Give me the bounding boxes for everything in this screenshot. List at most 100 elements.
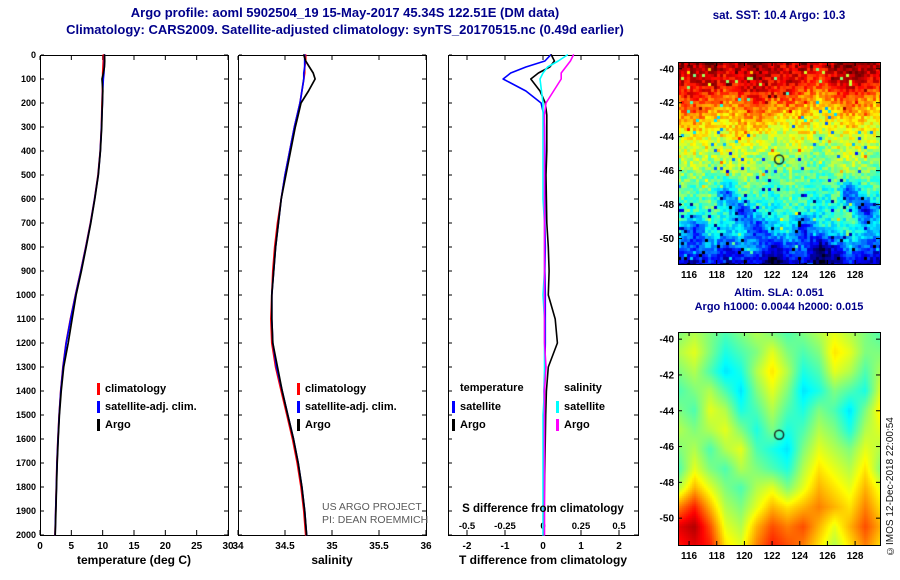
svg-text:1: 1	[578, 541, 584, 552]
satellite-clim-swatch	[97, 400, 100, 413]
svg-text:35: 35	[326, 541, 338, 552]
svg-text:128: 128	[847, 270, 864, 281]
svg-text:1400: 1400	[16, 386, 36, 396]
svg-text:-40: -40	[660, 335, 675, 346]
svg-text:0: 0	[540, 521, 545, 532]
climatology-swatch	[297, 382, 300, 395]
svg-text:1700: 1700	[16, 458, 36, 468]
svg-text:200: 200	[21, 98, 36, 108]
legend-label-argo: Argo	[305, 418, 331, 431]
legend-label-t-satellite: satellite	[460, 400, 501, 413]
legend-item-climatology: climatology	[97, 382, 197, 395]
svg-text:126: 126	[819, 270, 836, 281]
legend-label-t-argo: Argo	[460, 418, 486, 431]
copyright-watermark: ©IMOS 12-Dec-2018 22:00:54	[885, 417, 896, 556]
s-satellite-swatch	[556, 400, 559, 413]
svg-text:1100: 1100	[16, 314, 36, 324]
svg-text:35.5: 35.5	[369, 541, 389, 552]
svg-text:5: 5	[69, 541, 75, 552]
legend-item-argo: Argo	[297, 418, 397, 431]
legend-item-argo: Argo	[97, 418, 197, 431]
svg-text:900: 900	[21, 266, 36, 276]
svg-text:-1: -1	[501, 541, 510, 552]
s-difference-axis-label: S difference from climatology	[462, 503, 624, 515]
svg-text:500: 500	[21, 170, 36, 180]
svg-text:122: 122	[764, 270, 781, 281]
svg-text:1900: 1900	[16, 506, 36, 516]
svg-text:20: 20	[160, 541, 172, 552]
svg-text:300: 300	[21, 122, 36, 132]
svg-text:-44: -44	[660, 406, 675, 417]
argo-swatch	[297, 418, 300, 431]
legend-label-satellite-clim: satellite-adj. clim.	[105, 400, 197, 413]
legend-label-climatology: climatology	[305, 382, 367, 395]
svg-text:36: 36	[420, 541, 432, 552]
legend-label-s-satellite: satellite	[564, 400, 605, 413]
svg-text:2: 2	[616, 541, 622, 552]
legend-item-s-satellite: satellite	[556, 400, 605, 413]
svg-text:124: 124	[791, 270, 808, 281]
svg-text:-0.5: -0.5	[459, 521, 476, 532]
svg-text:120: 120	[736, 551, 753, 562]
sst-map	[678, 62, 880, 264]
svg-text:122: 122	[764, 551, 781, 562]
svg-text:2000: 2000	[16, 530, 36, 540]
svg-text:0: 0	[540, 541, 546, 552]
svg-text:-46: -46	[660, 442, 675, 453]
legend-item-s-argo: Argo	[556, 418, 605, 431]
s-argo-swatch	[556, 418, 559, 431]
svg-text:-48: -48	[660, 478, 675, 489]
svg-text:-50: -50	[660, 514, 675, 525]
figure-title-line2: Climatology: CARS2009. Satellite-adjuste…	[66, 22, 624, 37]
svg-text:10: 10	[97, 541, 109, 552]
diff-legend-temperature-column: temperature satellite Argo	[452, 382, 524, 436]
diff-legend-salinity-column: salinity satellite Argo	[556, 382, 605, 436]
legend-label-climatology: climatology	[105, 382, 167, 395]
svg-text:-42: -42	[660, 370, 675, 381]
sla-map-title-line1: Altim. SLA: 0.051	[734, 287, 824, 299]
sst-map-title: sat. SST: 10.4 Argo: 10.3	[712, 10, 846, 22]
svg-text:1300: 1300	[16, 362, 36, 372]
svg-text:-46: -46	[660, 166, 675, 177]
svg-text:1200: 1200	[16, 338, 36, 348]
svg-text:400: 400	[21, 146, 36, 156]
svg-text:120: 120	[736, 270, 753, 281]
legend-item-t-argo: Argo	[452, 418, 524, 431]
svg-text:600: 600	[21, 194, 36, 204]
svg-text:1500: 1500	[16, 410, 36, 420]
svg-text:0.5: 0.5	[612, 521, 626, 532]
svg-text:-2: -2	[463, 541, 472, 552]
svg-text:-42: -42	[660, 98, 675, 109]
svg-text:25: 25	[191, 541, 203, 552]
t-difference-axis-label: T difference from climatology	[458, 553, 628, 567]
sla-map-title-line2: Argo h1000: 0.0044 h2000: 0.015	[694, 301, 864, 313]
legend-label-argo: Argo	[105, 418, 131, 431]
svg-text:124: 124	[791, 551, 808, 562]
climatology-swatch	[97, 382, 100, 395]
project-line1: US ARGO PROJECT	[322, 501, 422, 513]
svg-text:1000: 1000	[16, 290, 36, 300]
svg-text:1800: 1800	[16, 482, 36, 492]
svg-text:126: 126	[819, 551, 836, 562]
svg-text:-44: -44	[660, 132, 675, 143]
svg-text:116: 116	[681, 270, 698, 281]
svg-text:-48: -48	[660, 200, 675, 211]
legend-item-climatology: climatology	[297, 382, 397, 395]
svg-text:0: 0	[37, 541, 43, 552]
us-argo-project-text: US ARGO PROJECT PI: DEAN ROEMMICH	[322, 501, 428, 527]
legend-item-satellite-clim: satellite-adj. clim.	[297, 400, 397, 413]
svg-text:-40: -40	[660, 64, 675, 75]
legend-label-satellite-clim: satellite-adj. clim.	[305, 400, 397, 413]
svg-text:-0.25: -0.25	[494, 521, 516, 532]
svg-text:118: 118	[709, 270, 726, 281]
svg-text:0: 0	[31, 50, 36, 60]
svg-text:15: 15	[128, 541, 140, 552]
legend-item-t-satellite: satellite	[452, 400, 524, 413]
svg-text:116: 116	[681, 551, 698, 562]
temperature-plot-legend: climatology satellite-adj. clim. Argo	[97, 382, 197, 436]
legend-label-s-argo: Argo	[564, 418, 590, 431]
sla-map	[678, 332, 880, 545]
figure-title-line1: Argo profile: aoml 5902504_19 15-May-201…	[130, 5, 560, 20]
svg-text:1600: 1600	[16, 434, 36, 444]
